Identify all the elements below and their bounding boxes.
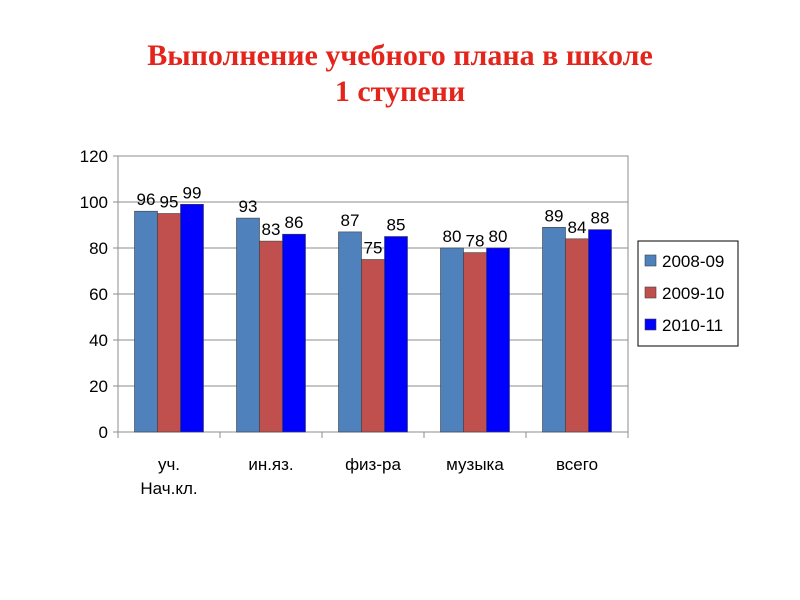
bar-2009-10-0 <box>157 213 181 433</box>
bar-2010-11-4 <box>588 229 612 433</box>
data-label: 99 <box>183 183 202 202</box>
data-label: 75 <box>364 239 383 258</box>
bar-2009-10-2 <box>361 259 385 433</box>
bar-2009-10-3 <box>463 252 487 433</box>
chart-title-line-1: Выполнение учебного плана в школе <box>147 39 653 72</box>
data-label: 93 <box>239 197 258 216</box>
legend-swatch-2010-11 <box>644 318 657 331</box>
data-label: 84 <box>568 218 587 237</box>
bar-2010-11-3 <box>486 247 510 433</box>
x-tick-label: Нач.кл. <box>140 479 197 498</box>
data-label: 80 <box>489 227 508 246</box>
data-label: 96 <box>137 190 156 209</box>
data-label: 89 <box>545 206 564 225</box>
bar-2010-11-2 <box>384 236 408 433</box>
bar-2010-11-1 <box>282 233 306 433</box>
data-label: 86 <box>285 213 304 232</box>
x-tick-label: ин.яз. <box>248 455 293 474</box>
legend-label: 2008-09 <box>662 252 724 271</box>
y-tick-label: 120 <box>80 147 108 166</box>
y-tick-label: 20 <box>89 377 108 396</box>
data-label: 88 <box>591 209 610 228</box>
y-tick-label: 40 <box>89 331 108 350</box>
bar-2008-09-4 <box>542 227 566 433</box>
bar-2010-11-0 <box>180 204 204 433</box>
legend-swatch-2008-09 <box>644 254 657 267</box>
x-tick-label: музыка <box>446 455 504 474</box>
data-label: 80 <box>443 227 462 246</box>
legend-swatch-2009-10 <box>644 286 657 299</box>
legend-label: 2009-10 <box>662 284 724 303</box>
y-tick-label: 0 <box>99 423 108 442</box>
y-tick-label: 60 <box>89 285 108 304</box>
y-tick-label: 80 <box>89 239 108 258</box>
bar-2009-10-1 <box>259 240 283 433</box>
chart-title: Выполнение учебного плана в школе 1 ступ… <box>0 38 800 110</box>
x-tick-label: физ-ра <box>345 455 401 474</box>
data-label: 87 <box>341 211 360 230</box>
data-label: 78 <box>466 232 485 251</box>
bar-2009-10-4 <box>565 238 589 433</box>
data-label: 95 <box>160 193 179 212</box>
bar-2008-09-2 <box>338 231 362 433</box>
x-tick-label: всего <box>556 455 598 474</box>
y-tick-label: 100 <box>80 193 108 212</box>
data-label: 85 <box>387 216 406 235</box>
x-tick-label: уч. <box>158 455 180 474</box>
chart-title-line-2: 1 ступени <box>334 75 466 108</box>
bar-2008-09-0 <box>134 210 158 433</box>
legend-label: 2010-11 <box>662 316 723 335</box>
bar-2008-09-3 <box>440 247 464 433</box>
data-label: 83 <box>262 220 281 239</box>
bar-2008-09-1 <box>236 217 260 433</box>
